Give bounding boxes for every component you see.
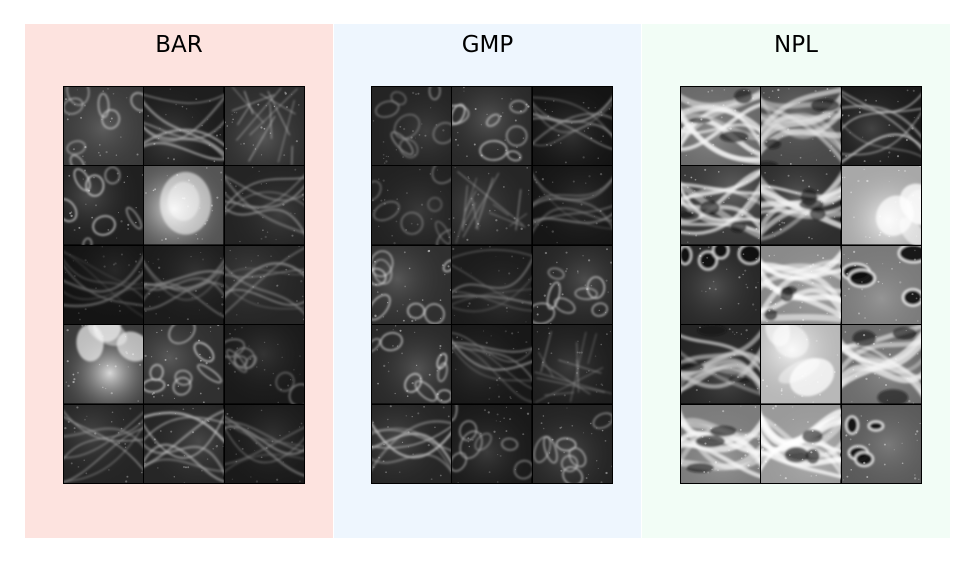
image-tile: [841, 404, 921, 483]
image-tile: [144, 87, 224, 166]
panel-bar: BAR: [25, 24, 333, 538]
image-tile: [532, 245, 612, 325]
image-tile: [64, 325, 144, 404]
image-tile: [372, 87, 452, 166]
microscopy-image: [761, 87, 841, 166]
image-tile: [841, 245, 921, 325]
microscopy-image: [681, 245, 761, 325]
image-tile: [64, 87, 144, 166]
microscopy-image: [64, 166, 144, 245]
microscopy-image: [452, 87, 532, 166]
image-tile: [841, 87, 921, 166]
image-tile: [841, 166, 921, 245]
microscopy-image: [841, 325, 921, 404]
microscopy-image: [452, 166, 532, 245]
image-tile: [144, 325, 224, 404]
image-tile: [64, 404, 144, 483]
image-tile: [224, 166, 304, 245]
image-tile: [761, 87, 841, 166]
microscopy-image: [681, 166, 761, 245]
microscopy-image: [372, 245, 452, 325]
microscopy-image: [224, 166, 304, 245]
microscopy-image: [681, 404, 761, 483]
image-tile: [452, 404, 532, 483]
image-tile: [681, 404, 761, 483]
microscopy-image: [224, 404, 304, 483]
image-tile: [452, 245, 532, 325]
microscopy-image: [372, 166, 452, 245]
microscopy-image: [224, 325, 304, 404]
image-tile: [532, 166, 612, 245]
microscopy-image: [681, 325, 761, 404]
microscopy-image: [532, 166, 612, 245]
image-tile: [372, 166, 452, 245]
image-tile: [761, 166, 841, 245]
image-tile: [452, 325, 532, 404]
image-tile: [681, 87, 761, 166]
microscopy-image: [532, 245, 612, 325]
image-tile: [224, 325, 304, 404]
microscopy-image: [224, 245, 304, 325]
image-tile: [761, 404, 841, 483]
image-tile: [761, 325, 841, 404]
microscopy-image: [761, 325, 841, 404]
microscopy-image: [372, 404, 452, 483]
image-tile: [224, 404, 304, 483]
image-grid: [680, 86, 922, 484]
panel-gmp: GMP: [334, 24, 641, 538]
microscopy-image: [452, 404, 532, 483]
microscopy-image: [532, 404, 612, 483]
image-tile: [372, 325, 452, 404]
microscopy-image: [841, 87, 921, 166]
image-tile: [452, 166, 532, 245]
panel-title: NPL: [774, 32, 818, 58]
image-tile: [532, 325, 612, 404]
image-tile: [841, 325, 921, 404]
microscopy-image: [681, 87, 761, 166]
microscopy-image: [144, 325, 224, 404]
microscopy-image: [64, 245, 144, 325]
image-grid: [63, 86, 305, 484]
microscopy-image: [144, 166, 224, 245]
image-tile: [452, 87, 532, 166]
image-tile: [532, 404, 612, 483]
image-tile: [681, 166, 761, 245]
image-tile: [681, 325, 761, 404]
microscopy-image: [841, 245, 921, 325]
microscopy-image: [532, 87, 612, 166]
microscopy-image: [372, 87, 452, 166]
panel-title: BAR: [155, 32, 203, 58]
panel-title: GMP: [461, 32, 514, 58]
microscopy-image: [452, 245, 532, 325]
microscopy-image: [64, 404, 144, 483]
image-tile: [224, 87, 304, 166]
image-tile: [372, 404, 452, 483]
microscopy-image: [144, 245, 224, 325]
image-tile: [144, 245, 224, 325]
image-tile: [64, 245, 144, 325]
microscopy-image: [761, 245, 841, 325]
microscopy-image: [372, 325, 452, 404]
image-tile: [64, 166, 144, 245]
microscopy-image: [841, 404, 921, 483]
microscopy-image: [452, 325, 532, 404]
image-tile: [681, 245, 761, 325]
image-grid: [371, 86, 613, 484]
image-tile: [761, 245, 841, 325]
panel-npl: NPL: [642, 24, 950, 538]
microscopy-image: [761, 166, 841, 245]
microscopy-image: [144, 404, 224, 483]
microscopy-image: [64, 325, 144, 404]
microscopy-image: [841, 166, 921, 245]
microscopy-image: [64, 87, 144, 166]
microscopy-image: [224, 87, 304, 166]
image-tile: [144, 404, 224, 483]
image-tile: [224, 245, 304, 325]
image-tile: [532, 87, 612, 166]
image-tile: [372, 245, 452, 325]
microscopy-image: [532, 325, 612, 404]
image-tile: [144, 166, 224, 245]
microscopy-image: [144, 87, 224, 166]
microscopy-image: [761, 404, 841, 483]
